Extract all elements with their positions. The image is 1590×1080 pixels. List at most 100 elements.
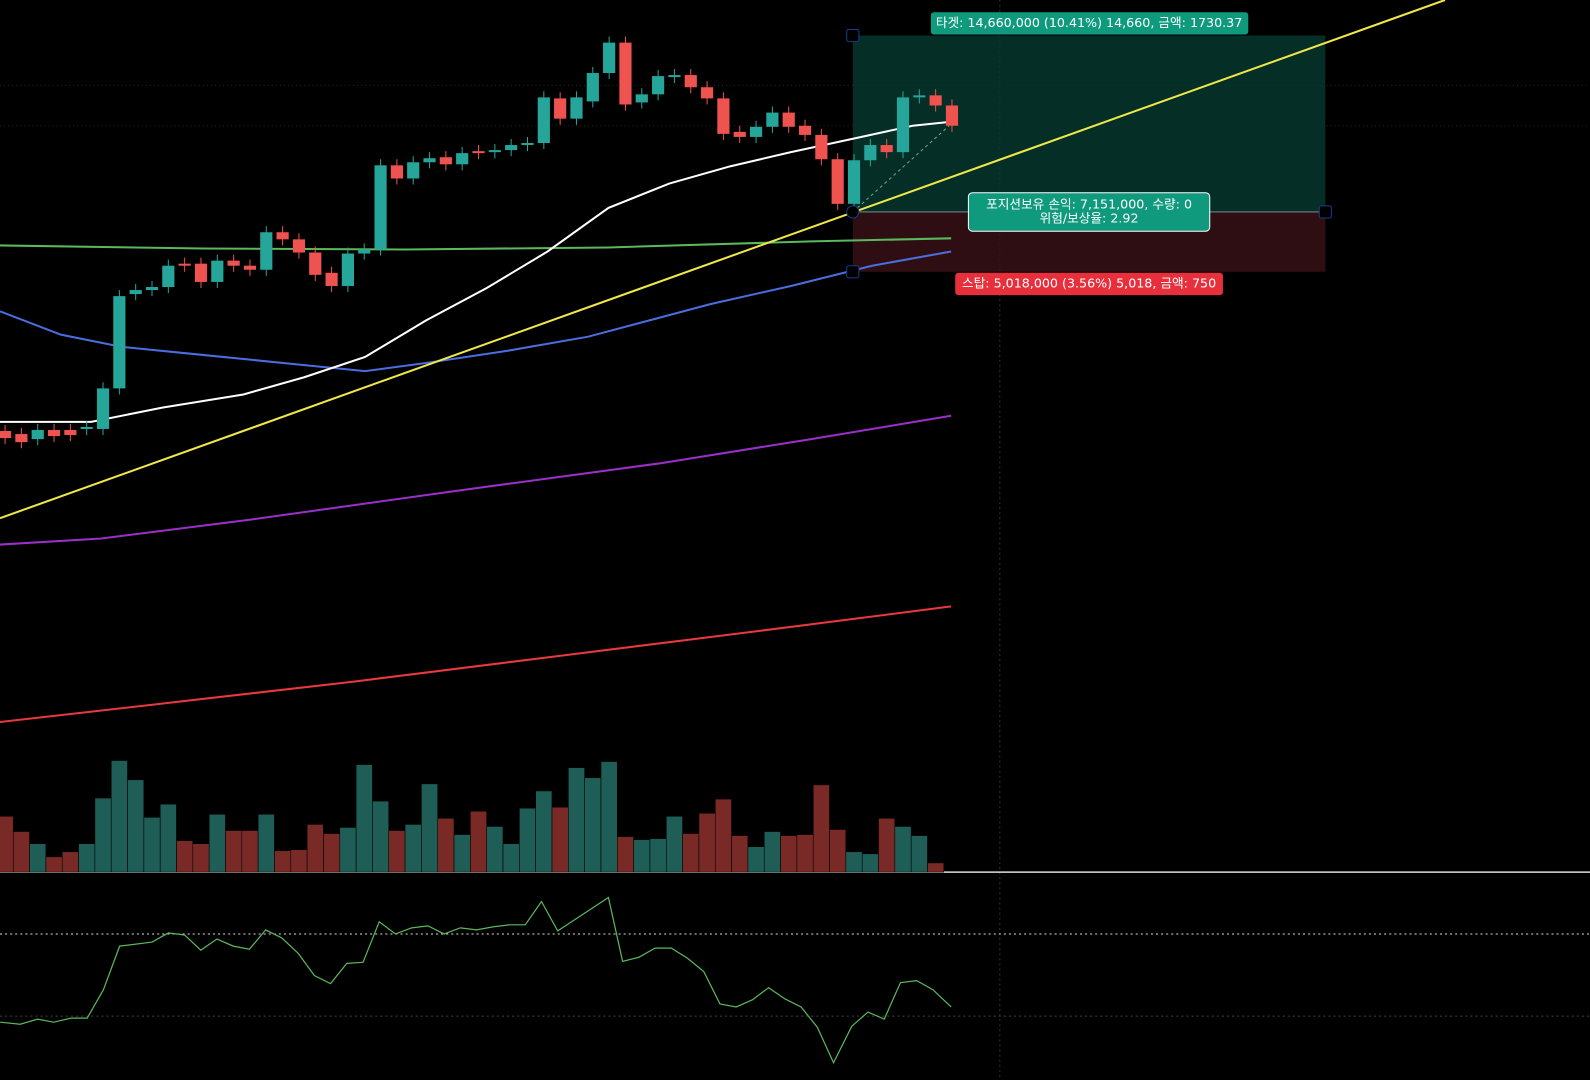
candle-body: [537, 97, 550, 144]
indicator-line: [0, 250, 952, 373]
candle-body: [945, 105, 959, 126]
candle-body: [64, 429, 77, 436]
candle-body: [684, 75, 697, 88]
volume-bar: [355, 764, 373, 873]
volume-bar: [731, 835, 749, 873]
volume-bar: [486, 826, 504, 873]
volume-bar: [62, 851, 79, 873]
volume-bar: [110, 760, 128, 873]
handle[interactable]: [1318, 205, 1332, 219]
volume-bar: [764, 831, 781, 873]
position-info-line: 포지션보유 손익: 7,151,000, 수량: 0: [986, 196, 1192, 211]
volume-bar: [666, 816, 683, 873]
candle-body: [733, 131, 746, 137]
candle-body: [929, 95, 942, 106]
candle-body: [488, 150, 501, 153]
target-label: 타겟: 14,660,000 (10.41%) 14,660, 금액: 1730…: [936, 15, 1242, 30]
volume-bar: [747, 846, 765, 873]
candle-body: [358, 249, 371, 254]
stop-label: 스탑: 5,018,000 (3.56%) 5,018, 금액: 750: [962, 275, 1216, 290]
volume-bar: [633, 839, 651, 873]
candle-body: [113, 296, 126, 389]
volume-bar: [927, 862, 945, 873]
volume-bar: [274, 850, 291, 873]
candle-body: [47, 429, 61, 437]
candle-body: [831, 159, 844, 204]
candle-body: [815, 134, 828, 160]
candle-body: [864, 145, 877, 161]
candle-body: [15, 434, 28, 443]
candle-body: [456, 153, 469, 165]
candle-body: [145, 286, 159, 291]
volume-bar: [437, 818, 455, 873]
candle-body: [96, 388, 110, 429]
handle[interactable]: [846, 28, 860, 43]
volume-bar: [878, 818, 896, 873]
volume-bar: [568, 767, 585, 873]
candle-body: [880, 145, 893, 153]
candle-body: [407, 162, 420, 179]
candle-body: [260, 232, 273, 270]
candle-body: [766, 112, 779, 127]
candle-body: [603, 42, 616, 74]
candle-body: [439, 157, 452, 165]
volume-bar: [13, 831, 30, 873]
volume-bar: [0, 816, 14, 873]
candle-body: [505, 145, 518, 151]
volume-bar: [470, 810, 487, 873]
indicator-line: [0, 605, 952, 724]
candle-body: [782, 112, 795, 127]
volume-bar: [159, 803, 177, 873]
chart-layer: [0, 0, 1446, 1065]
position-info-box: [967, 192, 1211, 232]
candle-body: [717, 98, 730, 134]
volume-bar: [29, 843, 47, 873]
volume-bar: [192, 843, 210, 873]
candle-body: [896, 97, 910, 153]
indicator-line: [0, 414, 952, 546]
candle-body: [390, 165, 403, 179]
candle-body: [652, 76, 665, 95]
candle-body: [292, 239, 306, 253]
candle-body: [243, 265, 257, 270]
candle-body: [521, 143, 534, 146]
volume-bar: [682, 833, 700, 873]
candle-body: [129, 290, 142, 295]
candle-body: [0, 430, 12, 439]
volume-bar: [323, 833, 340, 873]
volume-bar: [241, 830, 259, 873]
candle-body: [178, 263, 191, 266]
candle-body: [374, 165, 387, 250]
candle-body: [668, 75, 681, 78]
handle[interactable]: [846, 265, 860, 279]
volume-bar: [796, 834, 814, 873]
handle[interactable]: [846, 205, 860, 219]
volume-bar: [372, 800, 389, 873]
volume-bar: [812, 784, 830, 873]
candle-body: [570, 97, 583, 119]
volume-bar: [453, 834, 471, 873]
volume-bar: [404, 824, 422, 873]
volume-bar: [910, 835, 928, 873]
candle-body: [325, 272, 338, 286]
volume-bar: [780, 835, 798, 873]
volume-bar: [829, 829, 847, 873]
volume-bar: [78, 843, 96, 873]
volume-bar: [861, 853, 879, 873]
volume-bar: [290, 849, 308, 873]
position-handles: [846, 28, 1332, 279]
candle-body: [194, 263, 208, 282]
candle-body: [847, 160, 861, 204]
candle-body: [554, 98, 567, 119]
rsi-line: [0, 896, 952, 1065]
indicator-line: [0, 0, 1446, 520]
candle-body: [423, 158, 436, 163]
volume-bar: [306, 824, 324, 873]
volume-bar: [617, 836, 634, 873]
candle-body: [749, 126, 763, 137]
volume-bar: [535, 790, 553, 873]
candle-body: [309, 252, 322, 275]
